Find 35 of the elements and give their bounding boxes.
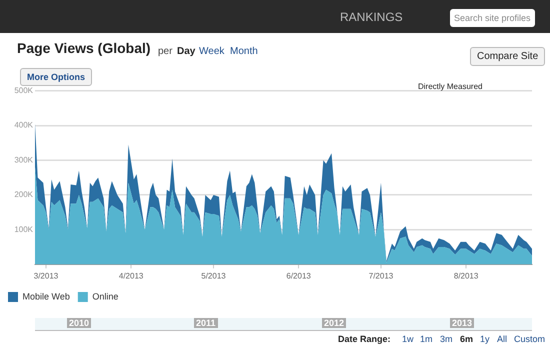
x-tick-label: 8/2013 (454, 271, 479, 280)
text: Month (230, 46, 258, 57)
x-tick-label: 5/2013 (201, 271, 226, 280)
text: All (497, 334, 508, 344)
text: Compare Site (470, 47, 546, 66)
text: Day (177, 46, 196, 57)
legend-label: Mobile Web (22, 291, 70, 302)
text: 2011 (194, 318, 218, 328)
y-tick-label: 500K (14, 86, 34, 96)
y-tick-label: 100K (14, 224, 34, 234)
text: Search site profiles (450, 9, 535, 27)
text: More Options (20, 68, 92, 86)
text: 2012 (322, 318, 346, 328)
text: Date Range: (338, 334, 391, 344)
text: Custom (514, 334, 546, 344)
x-tick-label: 4/2013 (118, 271, 144, 280)
text: per (158, 46, 172, 57)
x-tick-label: 6/2013 (286, 271, 312, 280)
text: 6m (460, 334, 474, 344)
y-tick-label: 300K (14, 155, 34, 164)
text: Week (199, 46, 224, 57)
text: 1m (420, 334, 433, 344)
legend-label: Online (92, 291, 118, 302)
annotation: Directly Measured (418, 82, 482, 91)
text: RANKINGS (340, 10, 403, 24)
x-tick-label: 7/2013 (368, 271, 394, 280)
y-tick-label: 400K (14, 120, 34, 130)
text: 2010 (67, 318, 92, 328)
text: 3m (440, 334, 453, 344)
text: 1y (480, 334, 490, 344)
text: 2013 (450, 318, 474, 328)
x-tick-label: 3/2013 (34, 271, 59, 280)
chart-title: Page Views (Global) (17, 40, 151, 56)
y-tick-label: 200K (14, 190, 34, 200)
text: 1w (402, 334, 414, 344)
